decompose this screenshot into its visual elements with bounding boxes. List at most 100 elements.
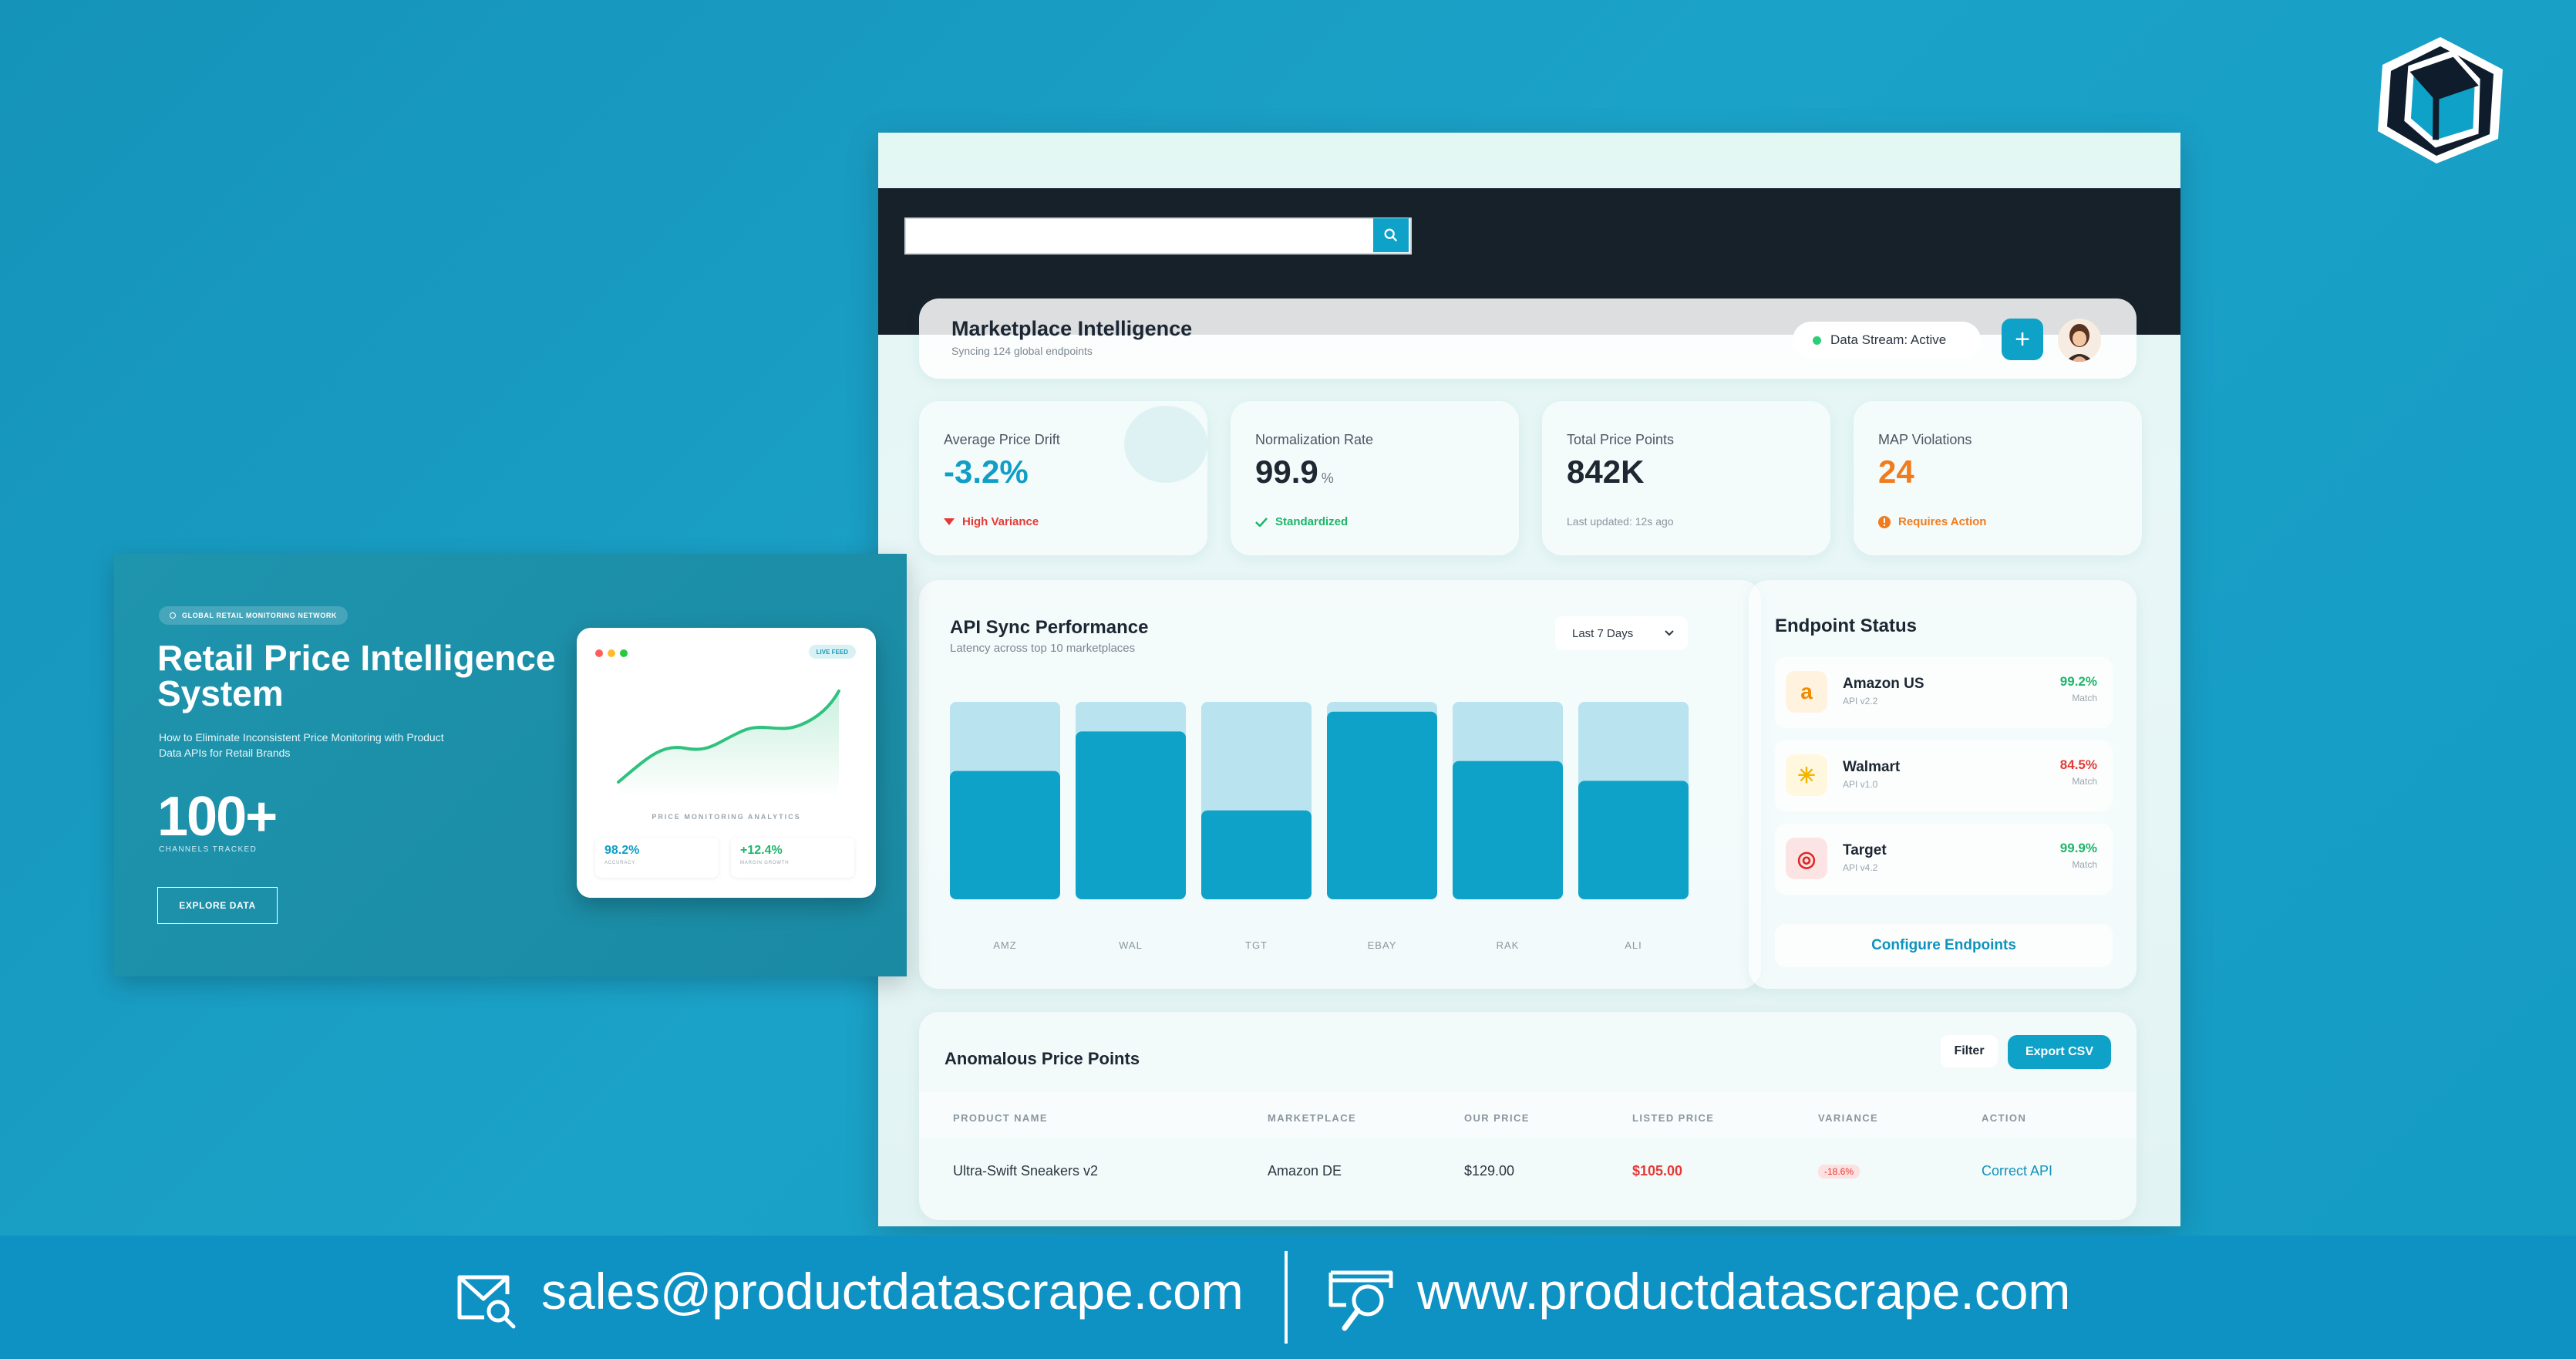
cell-listed-price: $105.00 (1632, 1163, 1683, 1179)
dashboard-panel: Marketplace Intelligence Syncing 124 glo… (878, 133, 2180, 1226)
endpoint-status-card: Endpoint Status a Amazon US API v2.2 99.… (1749, 580, 2137, 989)
window-min-dot (608, 649, 615, 657)
configure-endpoints-button[interactable]: Configure Endpoints (1775, 924, 2113, 967)
plus-icon: + (2015, 324, 2030, 354)
decorative-circle (1124, 406, 1207, 483)
mini-stat-value: 98.2% (604, 844, 640, 857)
kpi-unit: % (1321, 470, 1334, 486)
footer-email[interactable]: sales@productdatascrape.com (541, 1263, 1244, 1320)
amazon-logo-icon: a (1786, 671, 1827, 713)
table-header-bg (919, 1092, 2137, 1138)
filter-button[interactable]: Filter (1941, 1035, 1998, 1067)
anomalies-card: Anomalous Price Points Filter Export CSV… (919, 1012, 2137, 1220)
endpoint-match-pct: 99.2% (2059, 674, 2097, 689)
page-title: Marketplace Intelligence (951, 317, 1193, 340)
kpi-foot: Standardized (1275, 515, 1349, 528)
search-button[interactable] (1373, 218, 1409, 252)
kpi-card-price-points[interactable]: Total Price Points 842K Last updated: 12… (1542, 401, 1830, 555)
date-range-label: Last 7 Days (1572, 626, 1634, 640)
endpoint-api-version: API v1.0 (1843, 779, 1878, 790)
target-logo-icon: ◎ (1786, 838, 1827, 879)
mini-chart-label: PRICE MONITORING ANALYTICS (652, 813, 801, 821)
date-range-select[interactable]: Last 7 Days (1555, 616, 1688, 650)
endpoint-api-version: API v4.2 (1843, 862, 1878, 873)
x-tick-label: WAL (1119, 939, 1143, 951)
explore-data-button[interactable]: EXPLORE DATA (157, 887, 278, 924)
page-subtitle: Syncing 124 global endpoints (951, 345, 1093, 357)
sync-bar-chart: AMZ WAL TGT EBAY RAK ALI (950, 702, 1689, 951)
search-input[interactable] (904, 218, 1412, 255)
promo-big-label: CHANNELS TRACKED (159, 845, 258, 854)
correct-api-link[interactable]: Correct API (1982, 1163, 2053, 1179)
alert-icon (1878, 515, 1891, 528)
kpi-foot: Requires Action (1898, 515, 1987, 528)
live-feed-badge: LIVE FEED (808, 645, 856, 659)
search-icon (1384, 228, 1398, 242)
kpi-value: 24 (1878, 454, 1914, 490)
mini-stat-margin: +12.4% MARGIN GROWTH (731, 838, 854, 878)
kpi-card-price-drift[interactable]: Average Price Drift -3.2% High Variance (919, 401, 1207, 555)
walmart-logo-icon: ✳ (1786, 754, 1827, 796)
cell-product: Ultra-Swift Sneakers v2 (953, 1163, 1099, 1179)
kpi-foot: High Variance (962, 515, 1039, 528)
footer-website[interactable]: www.productdatascrape.com (1417, 1263, 2071, 1320)
kpi-label: MAP Violations (1878, 432, 1972, 447)
mail-search-icon (457, 1275, 516, 1329)
kpi-label: Average Price Drift (944, 432, 1060, 447)
bar-amz[interactable] (950, 771, 1060, 899)
stream-status-badge[interactable]: Data Stream: Active (1793, 322, 1981, 359)
mini-stat-value: +12.4% (740, 844, 783, 857)
kpi-card-map-violations[interactable]: MAP Violations 24 Requires Action (1854, 401, 2142, 555)
endpoint-api-version: API v2.2 (1843, 696, 1878, 706)
kpi-card-normalization[interactable]: Normalization Rate 99.9% Standardized (1231, 401, 1519, 555)
endpoint-match-pct: 99.9% (2059, 841, 2097, 855)
sync-title: API Sync Performance (950, 617, 1149, 638)
endpoint-match-label: Match (2072, 693, 2097, 703)
check-icon (1255, 517, 1268, 527)
kpi-value-number: 99.9 (1255, 454, 1318, 490)
user-avatar-icon (2058, 319, 2101, 362)
sync-performance-card: API Sync Performance Latency across top … (919, 580, 1761, 989)
bar-rak[interactable] (1453, 760, 1563, 899)
mini-stat-accuracy: 98.2% ACCURACY (595, 838, 719, 878)
cell-our-price: $129.00 (1464, 1163, 1515, 1179)
status-dot-icon (1813, 336, 1821, 345)
x-tick-label: EBAY (1368, 939, 1397, 951)
x-tick-label: ALI (1625, 939, 1642, 951)
footer-bar: sales@productdatascrape.com www.productd… (0, 1236, 2576, 1359)
promo-tag: GLOBAL RETAIL MONITORING NETWORK (159, 606, 349, 625)
endpoint-row-target[interactable]: ◎ Target API v4.2 99.9% Match (1775, 824, 2113, 895)
mini-stat-label: MARGIN GROWTH (740, 861, 790, 865)
cell-marketplace: Amazon DE (1268, 1163, 1342, 1179)
bar-ebay[interactable] (1327, 711, 1437, 899)
sync-subtitle: Latency across top 10 marketplaces (950, 642, 1136, 655)
endpoint-title: Endpoint Status (1775, 615, 1917, 636)
mini-analytics-window: LIVE FEED PRICE MONITORING ANALYTICS 98.… (577, 628, 876, 898)
kpi-value: 99.9% (1255, 454, 1334, 491)
kpi-label: Normalization Rate (1255, 432, 1374, 447)
endpoint-row-walmart[interactable]: ✳ Walmart API v1.0 84.5% Match (1775, 740, 2113, 811)
kpi-label: Total Price Points (1567, 432, 1675, 447)
add-button[interactable]: + (2002, 319, 2043, 360)
avatar[interactable] (2058, 319, 2101, 362)
column-header: VARIANCE (1818, 1112, 1879, 1124)
x-tick-label: RAK (1497, 939, 1520, 951)
anomalies-title: Anomalous Price Points (945, 1049, 1140, 1068)
brand-logo (2378, 37, 2503, 164)
endpoint-name: Target (1843, 842, 1887, 858)
kpi-foot: Last updated: 12s ago (1567, 515, 1674, 528)
export-csv-button[interactable]: Export CSV (2008, 1035, 2111, 1069)
promo-card: GLOBAL RETAIL MONITORING NETWORK Retail … (114, 554, 907, 976)
header-card: Marketplace Intelligence Syncing 124 glo… (919, 298, 2137, 379)
arrow-down-icon (944, 518, 955, 525)
bar-ali[interactable] (1578, 781, 1689, 899)
chevron-down-icon (1665, 630, 1674, 636)
window-close-dot (595, 649, 603, 657)
endpoint-row-amazon[interactable]: a Amazon US API v2.2 99.2% Match (1775, 657, 2113, 728)
promo-tag-label: GLOBAL RETAIL MONITORING NETWORK (182, 612, 338, 619)
mini-line-chart (617, 690, 840, 798)
x-tick-label: TGT (1245, 939, 1268, 951)
mini-stat-label: ACCURACY (604, 861, 636, 865)
bar-tgt[interactable] (1201, 810, 1312, 899)
bar-wal[interactable] (1076, 731, 1186, 899)
